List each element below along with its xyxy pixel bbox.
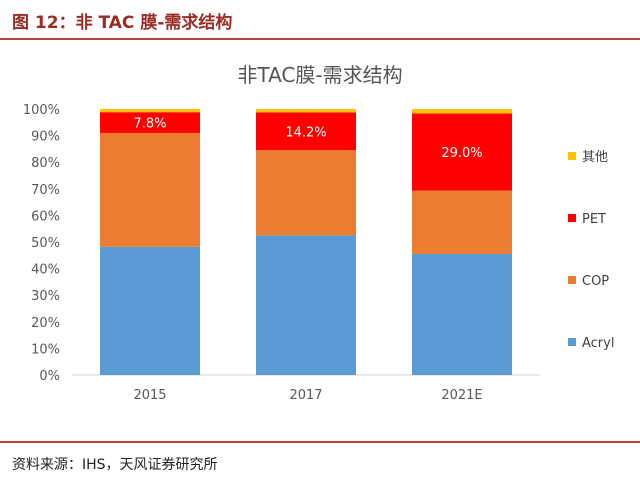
y-tick-label: 90% [31,130,60,145]
legend-label: COP [582,274,609,289]
y-tick-label: 60% [31,209,60,224]
figure-label: 图 12：非 TAC 膜-需求结构 [12,13,233,33]
y-tick-label: 0% [39,369,60,384]
bar-segment-Acryl [256,235,356,375]
data-label: 14.2% [285,125,326,140]
y-tick-label: 30% [31,289,60,304]
x-tick-label: 2021E [441,388,482,403]
bar-segment-COP [412,190,512,254]
legend-label: Acryl [582,336,614,351]
x-tick-label: 2017 [289,388,322,403]
chart-container: 非TAC膜-需求结构 0% 10% 20% 30% 40% 50% 60% 70% 80% 90%… [0,44,640,436]
y-tick-label: 40% [31,263,60,278]
y-tick-label: 80% [31,156,60,171]
bar-segment-Acryl [100,246,200,375]
source-note: 资料来源：IHS，天风证券研究所 [12,457,218,473]
legend-swatch [568,152,576,160]
legend-swatch [568,276,576,284]
figure-header: 图 12：非 TAC 膜-需求结构 [0,0,640,40]
bar-segment-其他 [256,109,356,113]
bar-segment-COP [256,150,356,236]
bar-segment-PET [256,112,356,151]
bar-segment-PET [100,112,200,133]
y-tick-label: 10% [31,342,60,357]
chart-title: 非TAC膜-需求结构 [237,63,402,87]
y-tick-label: 70% [31,183,60,198]
legend-label: PET [582,212,606,227]
legend-label: 其他 [582,150,608,165]
legend: 其他 PET COP Acryl [568,150,614,351]
x-tick-label: 2015 [133,388,166,403]
y-tick-label: 50% [31,236,60,251]
y-tick-label: 20% [31,316,60,331]
data-label: 29.0% [441,146,482,161]
bar-segment-COP [100,132,200,247]
data-label: 7.8% [133,117,166,132]
y-tick-label: 100% [23,103,60,118]
bar-segment-其他 [412,109,512,114]
bar-segment-Acryl [412,253,512,375]
plot-area: 0% 10% 20% 30% 40% 50% 60% 70% 80% 90% 100% 7.8% 201… [23,103,540,403]
legend-swatch [568,338,576,346]
stacked-bar-chart: 非TAC膜-需求结构 0% 10% 20% 30% 40% 50% 60% 70% 80% 90%… [23,63,615,403]
legend-swatch [568,214,576,222]
figure-footer: 资料来源：IHS，天风证券研究所 [0,441,640,487]
bar-segment-PET [412,113,512,191]
bar-segment-其他 [100,109,200,113]
